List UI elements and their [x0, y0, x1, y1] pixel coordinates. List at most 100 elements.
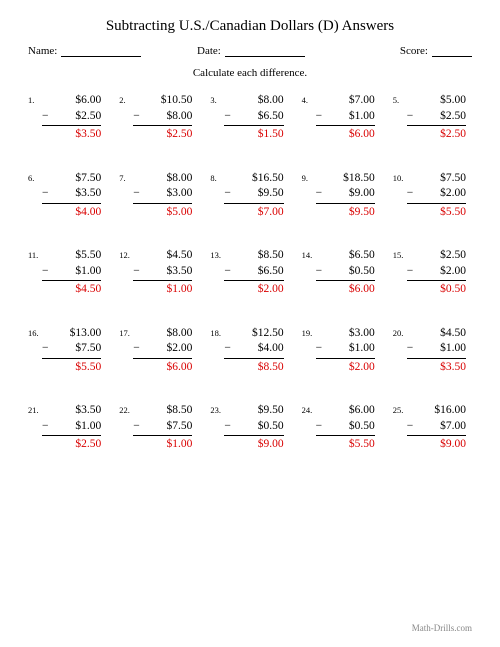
problem-body: $8.00−$2.00$6.00 — [133, 326, 198, 376]
minus-sign: − — [407, 264, 414, 280]
minuend: $2.50 — [407, 248, 466, 264]
problem-body: $8.50−$6.50$2.00 — [224, 248, 289, 298]
subtrahend-row: − $1.00 — [42, 419, 101, 437]
minuend: $6.50 — [316, 248, 375, 264]
subtrahend-row: − $2.50 — [407, 109, 466, 127]
date-label: Date: — [197, 45, 221, 57]
problem-number: 19. — [302, 326, 316, 338]
minuend: $16.50 — [224, 171, 283, 187]
problem: 7.$8.00−$3.00$5.00 — [119, 171, 198, 221]
answer: $2.00 — [224, 281, 283, 298]
problem-number: 6. — [28, 171, 42, 183]
subtrahend-row: −$0.50 — [224, 419, 283, 437]
problem: 10.$7.50−$2.00$5.50 — [393, 171, 472, 221]
page-title: Subtracting U.S./Canadian Dollars (D) An… — [28, 18, 472, 35]
subtrahend: $1.00 — [75, 420, 101, 432]
minuend: $3.50 — [42, 403, 101, 419]
minus-sign: − — [407, 109, 414, 125]
subtrahend-row: −$1.00 — [407, 341, 466, 359]
minuend: $3.00 — [316, 326, 375, 342]
subtrahend-row: −$9.00 — [316, 186, 375, 204]
problem: 4.$7.00−$1.00$6.00 — [302, 93, 381, 143]
answer: $2.50 — [42, 436, 101, 453]
answer: $6.00 — [316, 126, 375, 143]
minus-sign: − — [316, 264, 323, 280]
problem: 17.$8.00−$2.00$6.00 — [119, 326, 198, 376]
problem-number: 8. — [210, 171, 224, 183]
problem-body: $5.00−$2.50$2.50 — [407, 93, 472, 143]
problem: 13.$8.50−$6.50$2.00 — [210, 248, 289, 298]
subtrahend: $2.50 — [75, 110, 101, 122]
problem-body: $10.50−$8.00$2.50 — [133, 93, 198, 143]
problem-number: 2. — [119, 93, 133, 105]
problem-number: 4. — [302, 93, 316, 105]
answer: $9.50 — [316, 204, 375, 221]
answer: $6.00 — [316, 281, 375, 298]
subtrahend: $1.00 — [75, 265, 101, 277]
subtrahend: $0.50 — [349, 420, 375, 432]
problem-number: 20. — [393, 326, 407, 338]
problem-number: 21. — [28, 403, 42, 415]
minuend: $18.50 — [316, 171, 375, 187]
problem-body: $8.50−$7.50$1.00 — [133, 403, 198, 453]
problem: 2.$10.50−$8.00$2.50 — [119, 93, 198, 143]
minus-sign: − — [42, 419, 49, 435]
subtrahend: $3.00 — [167, 187, 193, 199]
minuend: $8.50 — [224, 248, 283, 264]
problem-body: $6.00−$0.50$5.50 — [316, 403, 381, 453]
subtrahend-row: −$4.00 — [224, 341, 283, 359]
problem: 21.$3.50− $1.00 $2.50 — [28, 403, 107, 453]
answer: $4.00 — [42, 204, 101, 221]
subtrahend: $3.50 — [167, 265, 193, 277]
problem-body: $6.50−$0.50$6.00 — [316, 248, 381, 298]
minus-sign: − — [133, 109, 140, 125]
problem-body: $16.50−$9.50$7.00 — [224, 171, 289, 221]
minuend: $8.00 — [133, 326, 192, 342]
answer: $1.00 — [133, 436, 192, 453]
subtrahend: $2.50 — [440, 110, 466, 122]
minuend: $5.50 — [42, 248, 101, 264]
minus-sign: − — [133, 419, 140, 435]
name-blank[interactable] — [61, 56, 141, 57]
problem-body: $4.50−$1.00$3.50 — [407, 326, 472, 376]
subtrahend: $1.00 — [440, 342, 466, 354]
problem: 16.$13.00−$7.50$5.50 — [28, 326, 107, 376]
problem: 14.$6.50−$0.50$6.00 — [302, 248, 381, 298]
subtrahend-row: −$6.50 — [224, 109, 283, 127]
name-label: Name: — [28, 45, 57, 57]
minuend: $12.50 — [224, 326, 283, 342]
problem: 9.$18.50−$9.00$9.50 — [302, 171, 381, 221]
problem-number: 13. — [210, 248, 224, 260]
subtrahend-row: −$3.00 — [133, 186, 192, 204]
answer: $4.50 — [42, 281, 101, 298]
answer: $9.00 — [224, 436, 283, 453]
minuend: $4.50 — [133, 248, 192, 264]
subtrahend-row: −$9.50 — [224, 186, 283, 204]
problem-number: 14. — [302, 248, 316, 260]
minuend: $7.50 — [407, 171, 466, 187]
minuend: $8.00 — [133, 171, 192, 187]
score-blank[interactable] — [432, 56, 472, 57]
subtrahend: $3.50 — [75, 187, 101, 199]
minuend: $7.50 — [42, 171, 101, 187]
problem: 11.$5.50−$1.00$4.50 — [28, 248, 107, 298]
header-row: Name: Date: Score: — [28, 45, 472, 57]
name-field: Name: — [28, 45, 187, 57]
subtrahend: $9.00 — [349, 187, 375, 199]
problem-body: $2.50−$2.00$0.50 — [407, 248, 472, 298]
problem: 1.$6.00−$2.50$3.50 — [28, 93, 107, 143]
problem-body: $7.00−$1.00$6.00 — [316, 93, 381, 143]
problem: 22.$8.50−$7.50$1.00 — [119, 403, 198, 453]
subtrahend-row: −$1.00 — [316, 341, 375, 359]
problem-number: 11. — [28, 248, 42, 260]
subtrahend: $8.00 — [167, 110, 193, 122]
subtrahend: $7.50 — [75, 342, 101, 354]
score-label: Score: — [400, 45, 428, 57]
subtrahend-row: −$7.00 — [407, 419, 466, 437]
problem-number: 7. — [119, 171, 133, 183]
minuend: $6.00 — [316, 403, 375, 419]
minus-sign: − — [224, 341, 231, 357]
subtrahend: $2.00 — [440, 265, 466, 277]
date-blank[interactable] — [225, 56, 305, 57]
subtrahend-row: −$7.50 — [133, 419, 192, 437]
